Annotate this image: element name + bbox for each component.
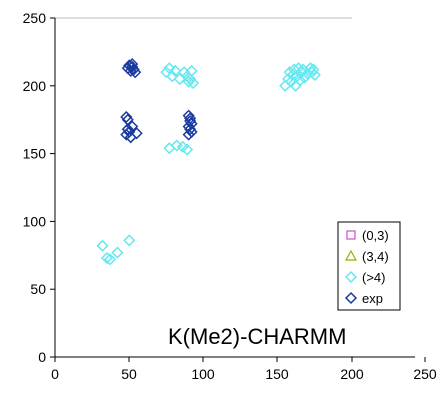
data-point [163,62,176,75]
data-point [182,120,195,133]
plot-area [96,58,321,266]
legend-marker [344,291,358,305]
data-point [130,127,143,140]
legend: (0,3) (3,4) (>4) exp [337,221,401,311]
y-tick-label: 150 [23,146,47,162]
data-point [111,246,124,259]
data-point [293,74,307,87]
data-point [126,120,139,133]
legend-label: exp [362,291,383,306]
data-point [129,66,142,79]
data-point [121,123,134,136]
x-tick-label: 150 [265,366,289,382]
data-point [169,64,182,77]
x-tick-label: 250 [413,366,437,382]
data-point [182,128,195,141]
y-tick-label: 250 [23,10,47,26]
x-tick-label: 200 [340,366,364,382]
axes: 0 50 100 150 200 250 0 50 100 150 200 250 [23,10,437,382]
data-point [126,58,139,71]
y-tick-label: 100 [23,213,47,229]
data-point [185,64,198,77]
data-point [290,70,304,83]
legend-marker [346,230,356,240]
data-point [308,68,321,82]
data-point [184,112,197,125]
legend-marker [344,249,358,261]
data-point [181,143,194,156]
data-point [120,110,133,124]
data-point [126,60,139,73]
data-point [103,253,117,266]
data-point [298,71,311,84]
y-tick-label: 0 [38,349,46,365]
legend-label: (3,4) [362,249,389,264]
data-point [96,239,109,252]
y-tick-label: 50 [30,281,46,297]
data-point [184,123,197,136]
data-point [307,63,320,76]
legend-marker [344,270,358,284]
data-point [304,62,317,75]
chart-annotation: K(Me2)-CHARMM [168,324,346,349]
data-point [184,72,197,86]
legend-label: (>4) [362,270,385,285]
data-point [100,251,114,265]
data-point [123,234,136,247]
data-point [187,77,200,90]
x-tick-label: 50 [121,366,137,382]
data-point [127,63,140,76]
data-point [279,79,292,92]
x-tick-label: 100 [191,366,215,382]
x-tick-label: 0 [51,366,59,382]
y-tick-label: 200 [23,78,47,94]
legend-label: (0,3) [362,228,389,243]
